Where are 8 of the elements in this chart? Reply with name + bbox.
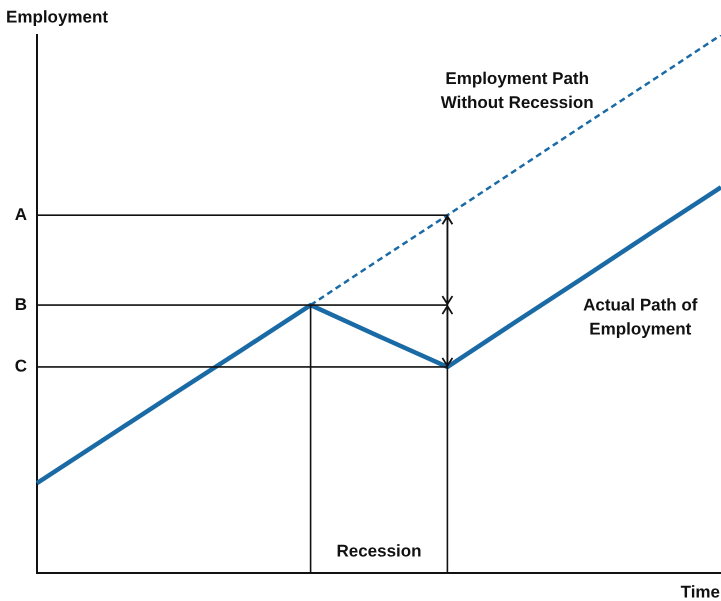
ref-line-label: B <box>14 294 27 314</box>
ref-line-label: C <box>14 356 27 376</box>
ref-line-label: A <box>14 204 27 224</box>
annotation: Recession <box>336 542 422 561</box>
x-axis-title: Time <box>680 582 720 601</box>
y-axis-title: Employment <box>6 8 108 27</box>
series-label: Actual Path of Employment <box>583 296 698 339</box>
series-label: Employment Path Without Recession <box>440 68 594 112</box>
